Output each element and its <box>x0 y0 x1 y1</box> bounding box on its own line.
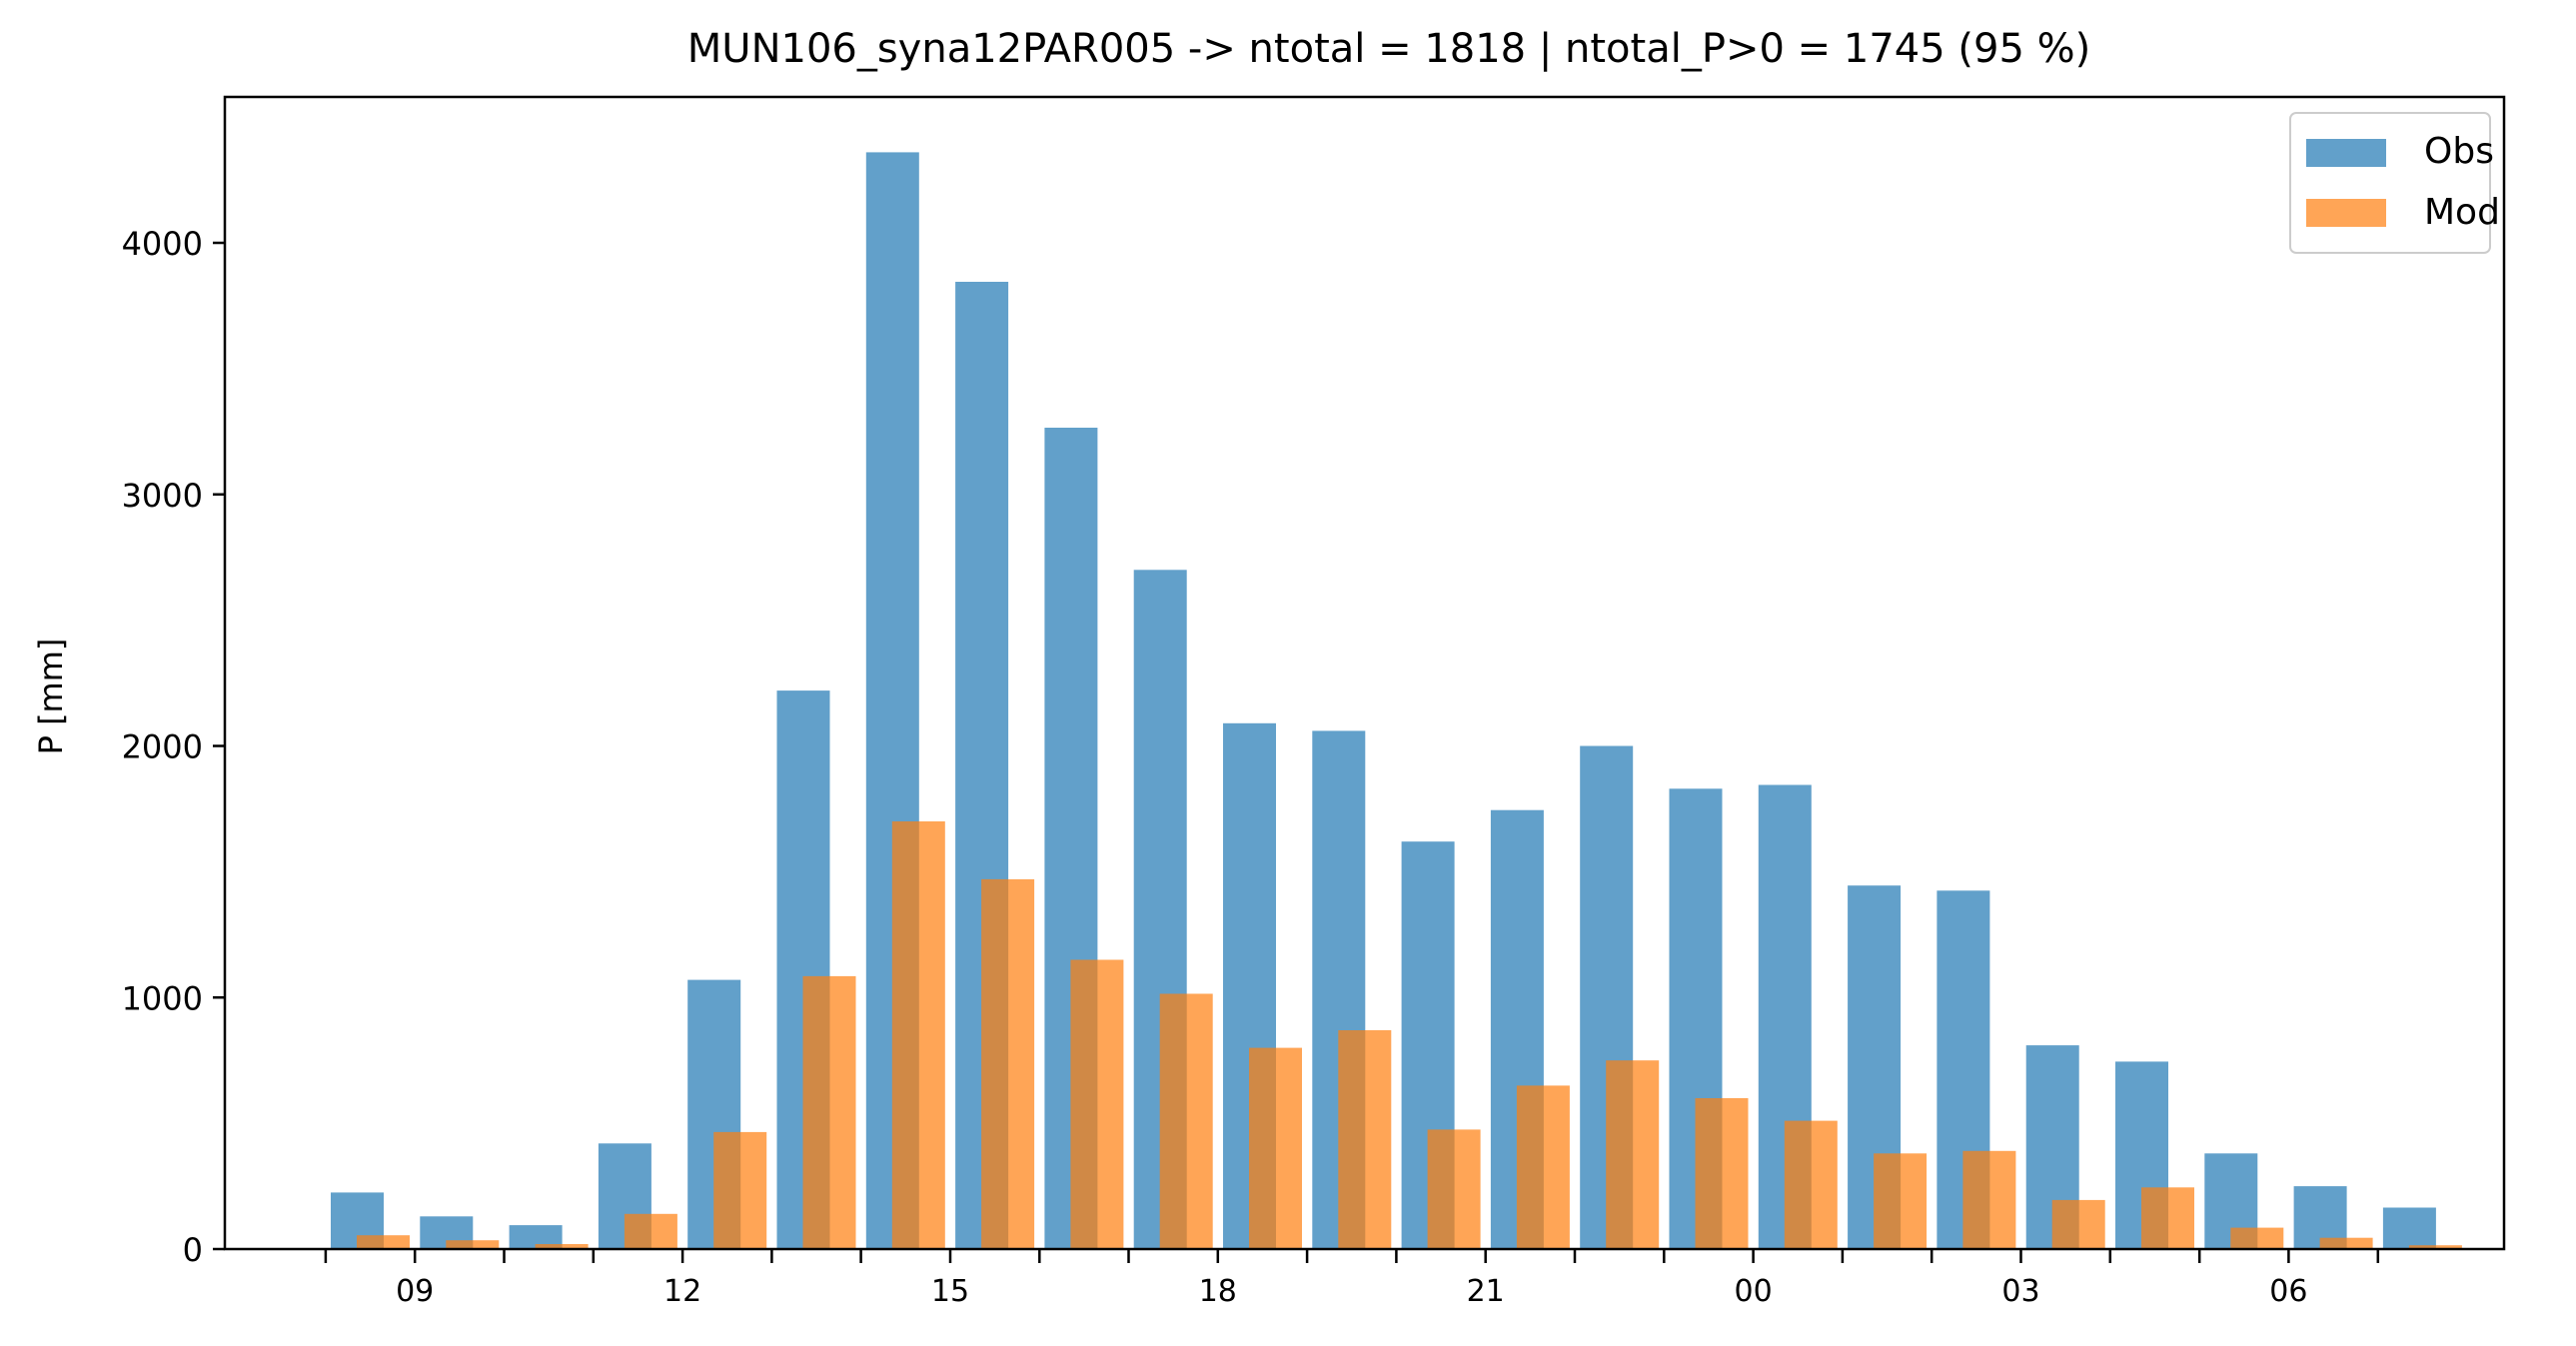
legend-label-mod: Mod <box>2424 192 2500 233</box>
x-axis-ticks: 09 12 15 18 21 00 03 06 <box>324 1249 2380 1309</box>
bar-mod-23 <box>1695 1098 1749 1249</box>
legend-label-obs: Obs <box>2424 131 2494 172</box>
bar-obs-10 <box>509 1225 563 1249</box>
bar-mod-16 <box>1070 959 1124 1249</box>
y-tick-label-4000: 4000 <box>122 225 203 263</box>
legend-swatch-obs <box>2306 139 2386 167</box>
x-tick-label-00: 00 <box>1735 1274 1773 1309</box>
bar-mod-20 <box>1427 1129 1481 1249</box>
bar-mod-21 <box>1516 1085 1570 1249</box>
x-tick-label-03: 03 <box>2001 1274 2039 1309</box>
bar-mod-02 <box>1962 1150 2016 1249</box>
y-tick-label-1000: 1000 <box>122 979 203 1017</box>
bar-mod-17 <box>1159 993 1213 1249</box>
bar-series-mod <box>357 821 2462 1249</box>
bar-mod-09 <box>446 1240 500 1249</box>
bar-mod-10 <box>535 1244 589 1249</box>
bar-mod-01 <box>1874 1153 1928 1249</box>
bar-mod-11 <box>624 1213 677 1249</box>
bar-mod-18 <box>1249 1047 1302 1249</box>
bars-layer <box>331 152 2462 1249</box>
y-tick-label-3000: 3000 <box>122 477 203 515</box>
bar-mod-00 <box>1784 1120 1838 1249</box>
y-tick-label-2000: 2000 <box>122 728 203 766</box>
legend-swatch-mod <box>2306 199 2386 227</box>
bar-mod-19 <box>1338 1030 1392 1249</box>
y-axis-ticks: 0 1000 2000 3000 4000 <box>122 225 225 1269</box>
x-tick-label-06: 06 <box>2269 1274 2307 1309</box>
x-tick-label-12: 12 <box>663 1274 701 1309</box>
x-tick-label-15: 15 <box>931 1274 969 1309</box>
plot-area-frame <box>223 95 2506 1251</box>
y-axis-label: P [mm] <box>32 639 70 755</box>
x-tick-label-18: 18 <box>1199 1274 1237 1309</box>
legend: Obs Mod <box>2289 112 2500 254</box>
chart-title: MUN106_syna12PAR005 -> ntotal = 1818 | n… <box>687 26 2090 72</box>
bar-mod-08 <box>357 1235 410 1249</box>
bar-mod-15 <box>981 878 1035 1249</box>
bar-mod-04 <box>2141 1187 2194 1249</box>
bar-mod-14 <box>891 821 945 1249</box>
bar-mod-03 <box>2051 1199 2105 1249</box>
y-tick-label-0: 0 <box>183 1231 203 1269</box>
bar-mod-13 <box>802 975 856 1249</box>
x-tick-label-09: 09 <box>396 1274 434 1309</box>
bar-mod-07 <box>2408 1245 2462 1249</box>
bar-mod-06 <box>2319 1237 2373 1249</box>
x-tick-label-21: 21 <box>1467 1274 1505 1309</box>
bar-obs-07 <box>2382 1207 2436 1249</box>
bar-mod-12 <box>713 1131 767 1249</box>
bar-mod-22 <box>1606 1060 1660 1249</box>
bar-mod-05 <box>2230 1227 2284 1249</box>
